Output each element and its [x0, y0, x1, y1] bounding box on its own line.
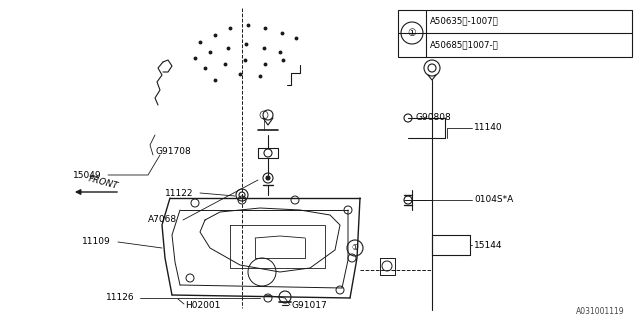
Text: 15144: 15144	[474, 241, 502, 250]
Text: 0104S*A: 0104S*A	[474, 196, 513, 204]
Text: ①: ①	[408, 28, 417, 38]
Text: 11109: 11109	[82, 237, 111, 246]
Text: A7068: A7068	[148, 215, 177, 225]
Text: 15049: 15049	[73, 171, 102, 180]
Text: A50635（-1007）: A50635（-1007）	[430, 17, 499, 26]
Text: A50685（1007-）: A50685（1007-）	[430, 41, 499, 50]
Text: H02001: H02001	[185, 300, 220, 309]
Text: FRONT: FRONT	[87, 175, 119, 191]
Text: G90808: G90808	[415, 114, 451, 123]
Text: A031001119: A031001119	[577, 308, 625, 316]
Text: 11140: 11140	[474, 124, 502, 132]
Text: G91017: G91017	[292, 300, 328, 309]
Circle shape	[266, 176, 270, 180]
Text: 11122: 11122	[165, 188, 193, 197]
Text: ①: ①	[351, 244, 358, 252]
Text: G91708: G91708	[155, 148, 191, 156]
Bar	[398, 10, 632, 57]
Text: 11126: 11126	[106, 293, 134, 302]
